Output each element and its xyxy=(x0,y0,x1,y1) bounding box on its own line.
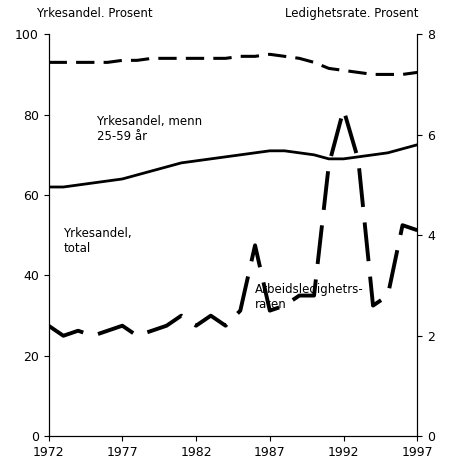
Text: Yrkesandel. Prosent: Yrkesandel. Prosent xyxy=(36,7,153,20)
Text: Arbeidsledighetrs-
raten: Arbeidsledighetrs- raten xyxy=(255,283,364,311)
Text: Yrkesandel,
total: Yrkesandel, total xyxy=(63,227,132,255)
Text: Yrkesandel, menn
25-59 år: Yrkesandel, menn 25-59 år xyxy=(97,115,202,143)
Text: Ledighetsrate. Prosent: Ledighetsrate. Prosent xyxy=(285,7,418,20)
